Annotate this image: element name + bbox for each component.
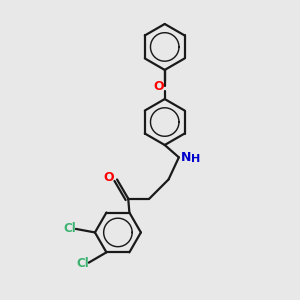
Text: Cl: Cl <box>76 257 89 270</box>
Text: O: O <box>153 80 164 93</box>
Text: O: O <box>103 171 113 184</box>
Text: H: H <box>191 154 200 164</box>
Text: N: N <box>181 151 191 164</box>
Text: Cl: Cl <box>63 222 76 236</box>
